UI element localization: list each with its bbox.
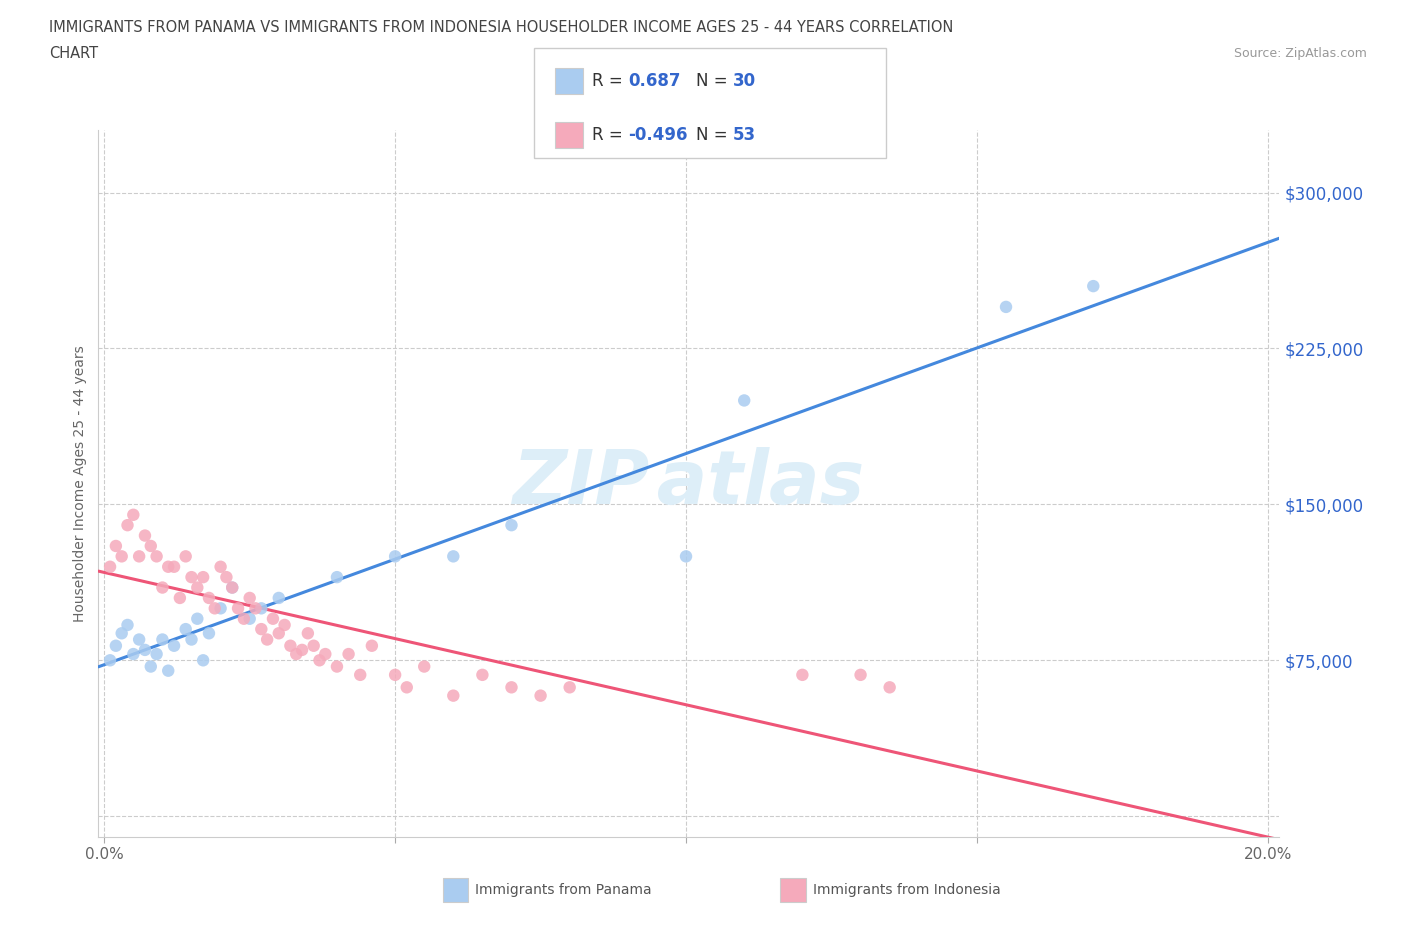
Point — [186, 611, 208, 626]
Point — [134, 643, 156, 658]
Point — [558, 680, 581, 695]
Point — [256, 632, 278, 647]
Point — [302, 638, 325, 653]
Point — [191, 653, 214, 668]
Point — [314, 646, 336, 661]
Point — [221, 580, 243, 595]
Point — [169, 591, 191, 605]
Point — [157, 559, 180, 574]
Point — [280, 638, 302, 653]
Point — [128, 549, 150, 564]
Point — [180, 632, 202, 647]
Point — [122, 646, 145, 661]
Point — [152, 580, 174, 595]
Text: R =: R = — [592, 126, 628, 144]
Y-axis label: Householder Income Ages 25 - 44 years: Householder Income Ages 25 - 44 years — [73, 345, 87, 622]
Point — [413, 659, 436, 674]
Point — [163, 638, 186, 653]
Point — [239, 611, 262, 626]
Point — [122, 508, 145, 523]
Text: N =: N = — [696, 72, 733, 90]
Point — [111, 549, 134, 564]
Point — [139, 538, 162, 553]
Point — [198, 591, 221, 605]
Point — [111, 626, 134, 641]
Point — [139, 659, 162, 674]
Point — [349, 668, 371, 683]
Point — [174, 621, 197, 636]
Point — [501, 518, 523, 533]
Point — [145, 549, 167, 564]
Text: CHART: CHART — [49, 46, 98, 61]
Text: R =: R = — [592, 72, 628, 90]
Text: 30: 30 — [733, 72, 755, 90]
Point — [104, 638, 127, 653]
Point — [209, 601, 232, 616]
Point — [250, 621, 273, 636]
Point — [204, 601, 226, 616]
Point — [163, 559, 186, 574]
Text: IMMIGRANTS FROM PANAMA VS IMMIGRANTS FROM INDONESIA HOUSEHOLDER INCOME AGES 25 -: IMMIGRANTS FROM PANAMA VS IMMIGRANTS FRO… — [49, 20, 953, 35]
Point — [157, 663, 180, 678]
Point — [232, 611, 254, 626]
Point — [360, 638, 382, 653]
Point — [529, 688, 551, 703]
Point — [198, 626, 221, 641]
Point — [308, 653, 330, 668]
Point — [117, 518, 139, 533]
Text: ZIP atlas: ZIP atlas — [513, 447, 865, 520]
Point — [337, 646, 360, 661]
Point — [384, 668, 406, 683]
Point — [104, 538, 127, 553]
Point — [501, 680, 523, 695]
Point — [285, 646, 308, 661]
Point — [395, 680, 418, 695]
Point — [1083, 279, 1105, 294]
Point — [180, 570, 202, 585]
Point — [471, 668, 494, 683]
Point — [191, 570, 214, 585]
Point — [297, 626, 319, 641]
Point — [134, 528, 156, 543]
Point — [245, 601, 267, 616]
Point — [98, 653, 121, 668]
Point — [226, 601, 249, 616]
Point — [441, 549, 464, 564]
Text: Immigrants from Indonesia: Immigrants from Indonesia — [813, 883, 1001, 897]
Point — [879, 680, 901, 695]
Point — [128, 632, 150, 647]
Point — [174, 549, 197, 564]
Point — [117, 618, 139, 632]
Point — [849, 668, 872, 683]
Text: N =: N = — [696, 126, 733, 144]
Point — [152, 632, 174, 647]
Text: 53: 53 — [733, 126, 755, 144]
Point — [441, 688, 464, 703]
Point — [239, 591, 262, 605]
Text: Immigrants from Panama: Immigrants from Panama — [475, 883, 652, 897]
Point — [209, 559, 232, 574]
Point — [326, 659, 349, 674]
Point — [384, 549, 406, 564]
Point — [250, 601, 273, 616]
Point — [215, 570, 238, 585]
Point — [98, 559, 121, 574]
Point — [675, 549, 697, 564]
Point — [291, 643, 314, 658]
Point — [792, 668, 814, 683]
Point — [326, 570, 349, 585]
Point — [145, 646, 167, 661]
Point — [267, 591, 290, 605]
Point — [221, 580, 243, 595]
Point — [186, 580, 208, 595]
Text: Source: ZipAtlas.com: Source: ZipAtlas.com — [1233, 46, 1367, 60]
Point — [733, 393, 755, 408]
Text: -0.496: -0.496 — [628, 126, 688, 144]
Point — [262, 611, 284, 626]
Point — [267, 626, 290, 641]
Text: 0.687: 0.687 — [628, 72, 681, 90]
Point — [273, 618, 295, 632]
Point — [995, 299, 1018, 314]
